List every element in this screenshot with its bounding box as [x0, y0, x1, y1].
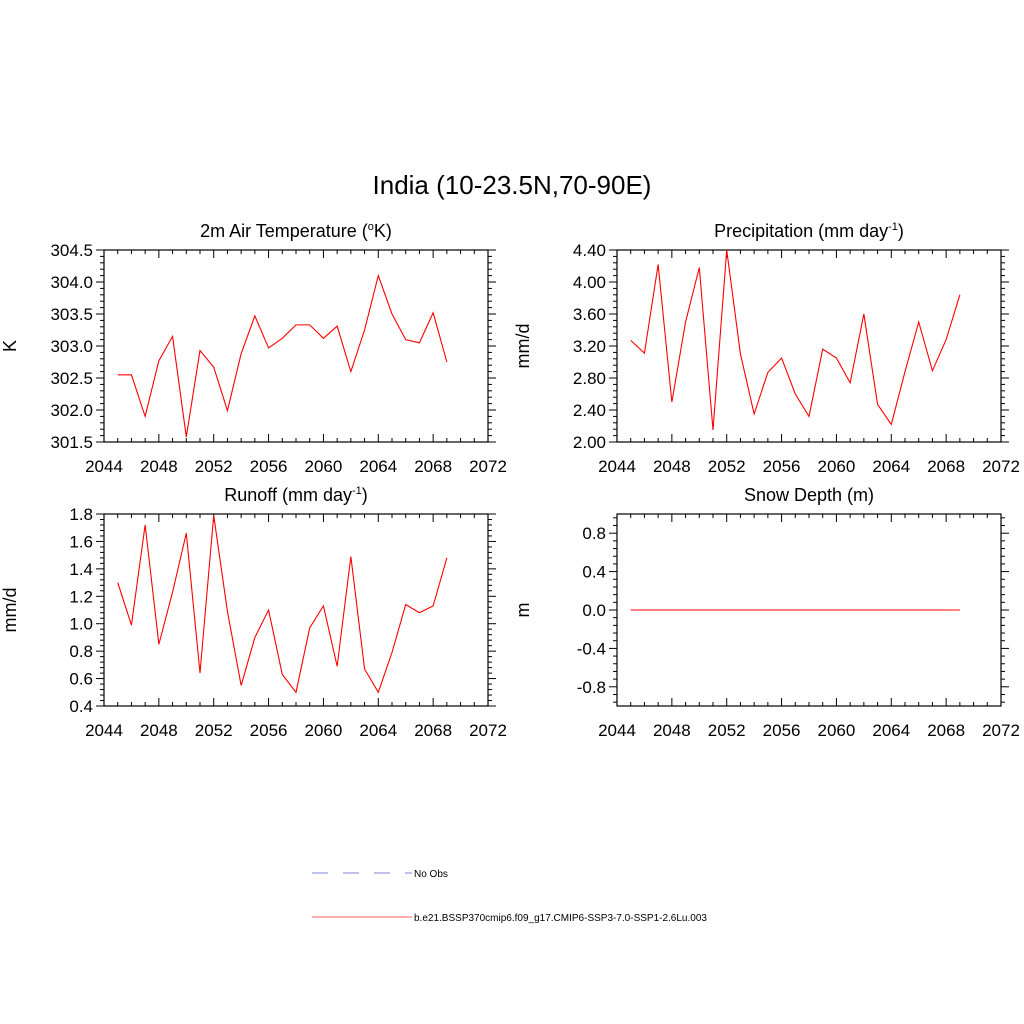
y-tick-label: 1.8 [69, 505, 93, 524]
x-tick-label: 2064 [359, 721, 397, 740]
chart-panel-4: 2044 2048 2052 2056 2060 2064 2068 2072 -0.8 -0.4… [513, 485, 1020, 740]
x-tick-label: 2048 [140, 721, 178, 740]
x-tick-label: 2052 [195, 721, 233, 740]
x-tick-label: 2060 [305, 721, 343, 740]
x-tick-label: 2052 [708, 721, 746, 740]
y-axis-label: mm/d [0, 588, 20, 633]
y-tick-label: 301.5 [50, 433, 93, 452]
x-tick-label: 2056 [250, 721, 288, 740]
y-tick-label: 303.5 [50, 305, 93, 324]
x-tick-label: 2072 [469, 457, 507, 476]
x-tick-label: 2060 [818, 457, 856, 476]
x-tick-label: 2048 [653, 721, 691, 740]
main-title: India (10-23.5N,70-90E) [373, 170, 652, 200]
panel-title: Runoff (mm day-1) [224, 485, 368, 505]
y-tick-label: 0.0 [582, 601, 606, 620]
panels: 2044 2048 2052 2056 2060 2064 2068 2072 301.5 302… [0, 221, 1020, 740]
y-tick-label: 0.8 [582, 524, 606, 543]
panel-title: Precipitation (mm day-1) [714, 221, 904, 241]
legend-label: b.e21.BSSP370cmip6.f09_g17.CMIP6-SSP3-7.… [414, 913, 707, 924]
series-line [117, 515, 448, 694]
y-tick-label: 303.0 [50, 337, 93, 356]
y-tick-label: 4.40 [573, 241, 606, 260]
y-tick-label: 2.00 [573, 433, 606, 452]
plot-frame [103, 249, 489, 443]
x-tick-label: 2064 [872, 721, 910, 740]
y-tick-label: 302.5 [50, 369, 93, 388]
x-tick-label: 2068 [927, 457, 965, 476]
x-tick-label: 2052 [195, 457, 233, 476]
y-tick-label: 0.4 [69, 697, 93, 716]
y-tick-label: 1.6 [69, 532, 93, 551]
chart-panel-1: 2044 2048 2052 2056 2060 2064 2068 2072 301.5 302… [0, 221, 507, 476]
x-tick-label: 2044 [598, 457, 636, 476]
y-tick-label: -0.8 [577, 678, 606, 697]
series-line [117, 273, 448, 437]
x-tick-label: 2072 [469, 721, 507, 740]
x-tick-label: 2060 [818, 721, 856, 740]
x-tick-label: 2052 [708, 457, 746, 476]
x-tick-label: 2068 [414, 721, 452, 740]
y-axis-label: mm/d [513, 324, 533, 369]
y-tick-label: 2.80 [573, 369, 606, 388]
y-tick-label: 1.2 [69, 587, 93, 606]
y-tick-label: 4.00 [573, 273, 606, 292]
y-tick-label: 0.8 [69, 642, 93, 661]
x-tick-label: 2048 [140, 457, 178, 476]
y-axis-label: m [513, 603, 533, 618]
x-tick-label: 2068 [927, 721, 965, 740]
y-tick-label: 0.6 [69, 670, 93, 689]
y-tick-label: 304.0 [50, 273, 93, 292]
x-tick-label: 2044 [85, 457, 123, 476]
y-tick-label: -0.4 [577, 639, 606, 658]
y-tick-label: 3.60 [573, 305, 606, 324]
chart-panel-3: 2044 2048 2052 2056 2060 2064 2068 2072 0.4 0.6 0.… [0, 485, 507, 740]
y-tick-label: 304.5 [50, 241, 93, 260]
x-tick-label: 2044 [598, 721, 636, 740]
panel-title: 2m Air Temperature (oK) [200, 221, 392, 241]
y-tick-label: 1.4 [69, 560, 93, 579]
y-tick-label: 3.20 [573, 337, 606, 356]
x-tick-label: 2068 [414, 457, 452, 476]
x-tick-label: 2056 [250, 457, 288, 476]
x-tick-label: 2072 [982, 457, 1020, 476]
x-tick-label: 2048 [653, 457, 691, 476]
legend-label: No Obs [414, 869, 448, 880]
y-tick-label: 0.4 [582, 563, 606, 582]
x-tick-label: 2064 [359, 457, 397, 476]
x-tick-label: 2064 [872, 457, 910, 476]
x-tick-label: 2056 [763, 721, 801, 740]
legend: No Obs b.e21.BSSP370cmip6.f09_g17.CMIP6-S… [312, 869, 707, 924]
plot-frame [103, 513, 489, 707]
panel-title: Snow Depth (m) [744, 485, 874, 505]
x-tick-label: 2044 [85, 721, 123, 740]
y-axis-label: K [0, 340, 20, 352]
chart-panel-2: 2044 2048 2052 2056 2060 2064 2068 2072 2.00 2.40… [513, 221, 1020, 476]
x-tick-label: 2060 [305, 457, 343, 476]
y-tick-label: 302.0 [50, 401, 93, 420]
series-line [630, 249, 961, 431]
x-tick-label: 2072 [982, 721, 1020, 740]
x-tick-label: 2056 [763, 457, 801, 476]
y-tick-label: 1.0 [69, 615, 93, 634]
y-tick-label: 2.40 [573, 401, 606, 420]
